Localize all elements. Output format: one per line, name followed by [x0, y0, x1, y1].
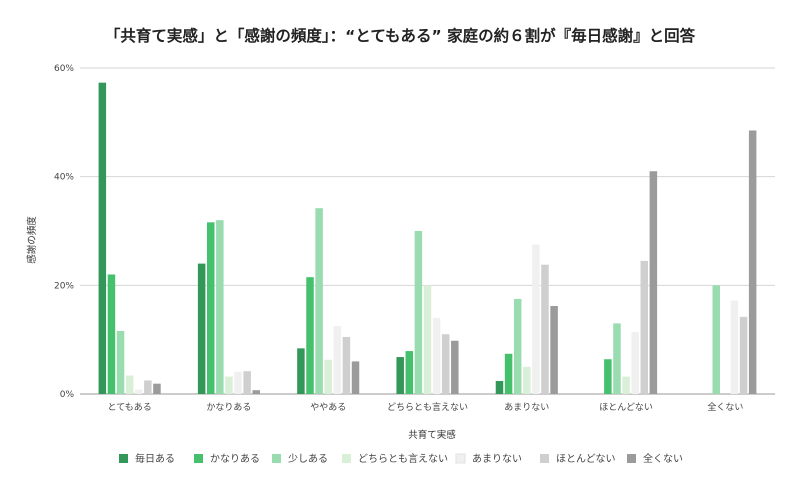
legend-label: 毎日ある [135, 452, 175, 465]
x-tick-label: どちらとも言えない [387, 401, 468, 413]
bar [640, 260, 649, 394]
legend-label: あまりない [472, 453, 522, 465]
bar [333, 326, 342, 394]
bar [649, 171, 658, 394]
bar [631, 332, 639, 394]
chart-title: 「共育て実感」と「感謝の頻度」：“とてもある” 家庭の約６割が『毎日感謝』と回答 [105, 26, 696, 45]
x-tick-label: ほとんどない [599, 402, 653, 413]
bar [712, 285, 721, 394]
x-tick-label: あまりない [504, 402, 549, 413]
bar [730, 300, 739, 394]
legend-swatch [540, 454, 549, 463]
legend-label: 少しある [288, 453, 328, 465]
bar [513, 298, 522, 394]
bar [134, 389, 143, 394]
bar [351, 361, 360, 394]
bar [116, 330, 125, 394]
bar [495, 380, 504, 394]
bar [324, 359, 332, 394]
legend-swatch [272, 454, 281, 463]
bar [98, 82, 107, 395]
x-axis-ticks: とてもある かなりある ややある どちらとも言えない あまりない ほとんどない 全くない [108, 401, 744, 413]
bar [532, 244, 540, 394]
x-axis-label: 共育て実感 [408, 429, 456, 441]
bar [297, 348, 305, 394]
x-tick-label: 全くない [707, 401, 743, 413]
x-tick-label: かなりある [206, 402, 251, 413]
bar [504, 353, 513, 394]
bar [451, 340, 459, 394]
bar [342, 336, 351, 394]
y-axis-ticks: 0% 20% 40% 60% [54, 64, 74, 400]
legend-swatch [627, 454, 636, 463]
bar [306, 277, 314, 394]
bar [622, 376, 630, 394]
bar [523, 366, 531, 394]
bar [541, 264, 549, 394]
bar [243, 371, 251, 394]
bar [225, 376, 233, 394]
bar [234, 371, 242, 394]
bar [423, 285, 432, 394]
legend-label: ほとんどない [556, 453, 616, 465]
bar [414, 231, 423, 394]
y-tick-label: 60% [54, 64, 74, 74]
bar [613, 323, 621, 394]
legend-label: 全くない [643, 452, 683, 465]
bar [197, 263, 206, 394]
bar [125, 375, 134, 394]
bar [748, 130, 757, 395]
legend-swatch [342, 454, 351, 463]
bar [405, 351, 414, 394]
x-tick-label: ややある [310, 402, 346, 413]
y-tick-label: 20% [54, 281, 74, 291]
bar [396, 357, 404, 394]
bar [206, 222, 215, 394]
legend-swatch [194, 454, 203, 463]
legend-swatch [455, 453, 466, 464]
bar [315, 208, 323, 394]
legend-swatch [119, 454, 128, 463]
bar [441, 334, 450, 394]
y-tick-label: 40% [54, 173, 74, 183]
bar [432, 317, 441, 394]
bar [153, 383, 161, 394]
bars [98, 82, 757, 395]
bar [604, 359, 612, 394]
y-axis-label: 感謝の頻度 [26, 216, 38, 264]
x-tick-label: とてもある [108, 402, 152, 413]
bar [550, 305, 558, 394]
legend-label: どちらとも言えない [358, 452, 448, 465]
bar [739, 316, 748, 394]
y-tick-label: 0% [60, 390, 75, 400]
legend: 毎日ある かなりある 少しある どちらとも言えない あまりない ほとんどない 全くない [119, 452, 683, 465]
bar [107, 274, 116, 394]
bar [252, 390, 260, 394]
bar [216, 220, 224, 394]
bar [144, 380, 152, 394]
legend-label: かなりある [210, 453, 260, 465]
